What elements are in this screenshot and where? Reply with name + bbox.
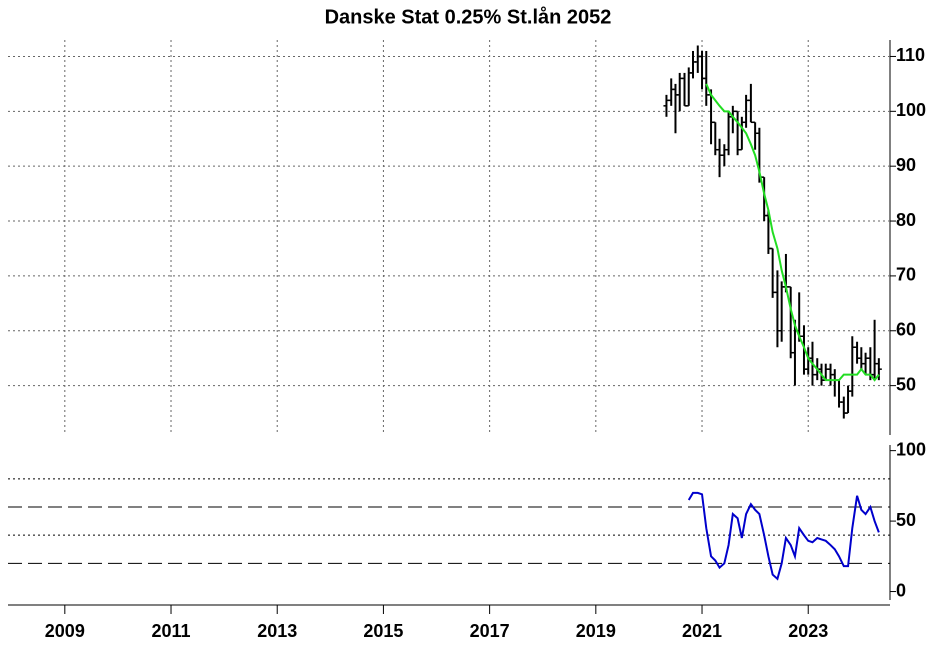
- x-tick-label: 2017: [470, 621, 510, 641]
- x-tick-label: 2019: [576, 621, 616, 641]
- indicator-line: [687, 491, 880, 581]
- y-tick-label: 60: [896, 320, 916, 340]
- moving-average: [705, 83, 880, 382]
- y-tick-label: 50: [896, 374, 916, 394]
- chart-title: Danske Stat 0.25% St.lån 2052: [325, 5, 612, 28]
- y-tick-label: 100: [896, 100, 926, 120]
- y-tick-label: 0: [896, 580, 906, 600]
- x-tick-label: 2011: [151, 621, 190, 641]
- x-tick-label: 2015: [363, 621, 403, 641]
- x-tick-label: 2009: [45, 621, 85, 641]
- y-tick-label: 50: [896, 510, 916, 530]
- y-tick-label: 100: [896, 439, 926, 459]
- y-tick-label: 110: [896, 45, 925, 65]
- y-tick-label: 70: [896, 265, 916, 285]
- y-tick-label: 80: [896, 210, 916, 230]
- x-tick-label: 2013: [257, 621, 297, 641]
- x-tick-label: 2021: [682, 621, 722, 641]
- x-tick-label: 2023: [788, 621, 828, 641]
- y-tick-label: 90: [896, 155, 916, 175]
